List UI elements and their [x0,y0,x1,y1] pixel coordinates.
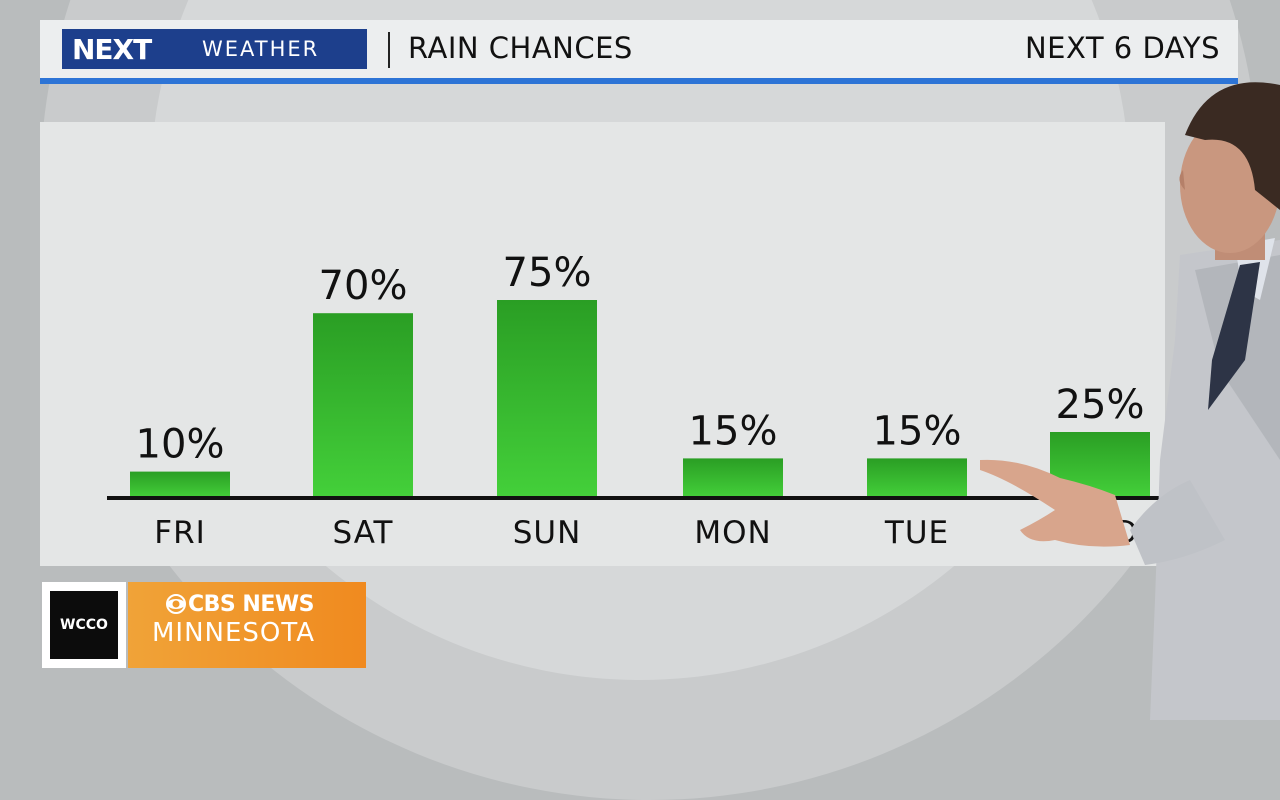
category-label-sat: SAT [333,515,394,551]
category-label-fri: FRI [154,515,206,551]
next-weather-logo: NEXT WEATHER [62,29,367,69]
logo-next-text: NEXT [72,32,152,66]
bar-sun [497,300,597,498]
wcco-logo: WCCO [50,591,118,659]
page-title: RAIN CHANCES [408,31,633,65]
category-label-tue: TUE [884,515,949,551]
category-label-sun: SUN [513,515,582,551]
wcco-station-bug: WCCO [42,582,126,668]
bar-sat [313,313,413,498]
value-label-fri: 10% [136,422,225,468]
presenter [980,82,1280,720]
value-label-tue: 15% [873,408,962,454]
logo-weather-text: WEATHER [202,37,320,61]
value-label-sat: 70% [319,263,408,309]
minnesota-text: MINNESOTA [152,618,316,648]
cbs-news-text: CBS NEWS [188,592,314,617]
value-label-sun: 75% [503,250,592,296]
forecast-range: NEXT 6 DAYS [1024,31,1220,65]
header-divider [388,32,390,68]
cbs-eye-icon [166,594,186,614]
value-label-wed: 25% [1056,382,1145,428]
header-bar: NEXT WEATHER RAIN CHANCES NEXT 6 DAYS [40,20,1238,84]
category-label-mon: MON [694,515,771,551]
cbs-news-minnesota-bug: CBS NEWS MINNESOTA [128,582,366,668]
value-label-mon: 15% [689,408,778,454]
bar-tue [867,458,967,498]
bar-fri [130,471,230,498]
bar-mon [683,458,783,498]
